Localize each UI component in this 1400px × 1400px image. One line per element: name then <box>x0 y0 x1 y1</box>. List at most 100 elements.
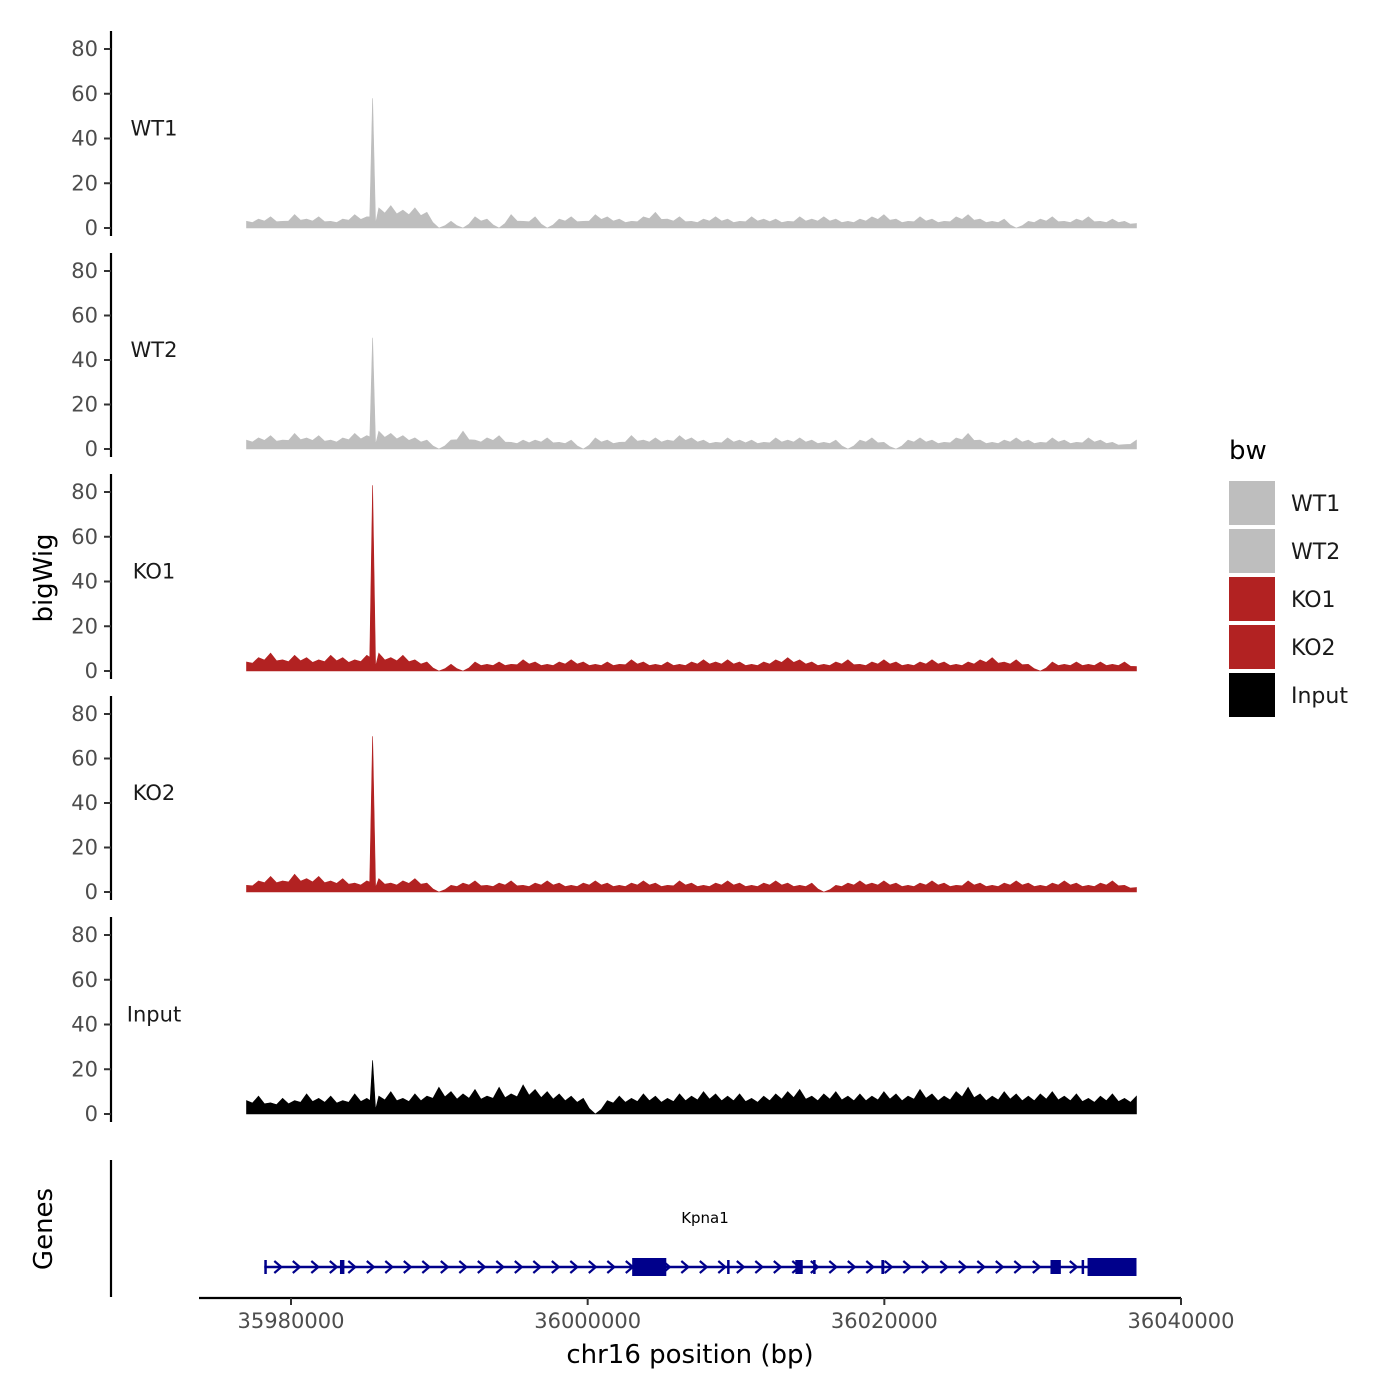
strand-arrow-icon <box>477 1260 487 1274</box>
strand-arrow-icon <box>495 1260 505 1274</box>
gene-exon <box>727 1260 730 1274</box>
legend-label-ko2: KO2 <box>1291 636 1336 661</box>
strand-arrow-icon <box>717 1260 727 1274</box>
strand-arrow-icon <box>588 1260 598 1274</box>
x-tick-label: 36000000 <box>534 1309 641 1333</box>
track-label-ko2: KO2 <box>133 781 176 805</box>
signal-area-ko2 <box>246 736 1137 893</box>
strand-arrow-icon <box>421 1260 431 1274</box>
y-tick-label: 20 <box>71 836 98 860</box>
track-label-ko1: KO1 <box>133 560 176 584</box>
tracks-layer: 0 20 40 60 80 WT1 0 20 40 60 80 WT2 0 20 40 60 80 KO1 0 20 4… <box>71 31 1137 1126</box>
gene-exon <box>339 1260 345 1274</box>
strand-arrow-icon <box>736 1260 746 1274</box>
gene-exon <box>1081 1260 1085 1274</box>
strand-arrow-icon <box>569 1260 579 1274</box>
y-tick-label: 60 <box>71 747 98 771</box>
legend-swatch-ko1 <box>1229 577 1275 621</box>
y-tick-label: 20 <box>71 1057 98 1081</box>
signal-area-wt2 <box>246 337 1137 450</box>
legend-label-wt2: WT2 <box>1291 540 1340 565</box>
strand-arrow-icon <box>347 1260 357 1274</box>
legend-swatch-wt1 <box>1229 481 1275 525</box>
strand-arrow-icon <box>1069 1260 1079 1274</box>
x-tick-label: 36040000 <box>1128 1309 1235 1333</box>
strand-arrow-icon <box>329 1260 339 1274</box>
gene-exon <box>881 1260 885 1274</box>
y-tick-label: 0 <box>85 216 98 240</box>
track-ko1: 0 20 40 60 80 KO1 <box>71 474 1137 683</box>
strand-arrow-icon <box>680 1260 690 1274</box>
genes-axis-title: Genes <box>29 1188 59 1270</box>
y-tick-label: 0 <box>85 880 98 904</box>
strand-arrow-icon <box>958 1260 968 1274</box>
gene-exon <box>795 1260 803 1274</box>
y-tick-label: 40 <box>71 791 98 815</box>
gene-exon <box>632 1258 667 1276</box>
strand-arrow-icon <box>532 1260 542 1274</box>
y-tick-label: 80 <box>71 480 98 504</box>
x-axis-title: chr16 position (bp) <box>566 1340 813 1370</box>
y-tick-label: 20 <box>71 393 98 417</box>
strand-arrow-icon <box>921 1260 931 1274</box>
strand-arrow-icon <box>1013 1260 1023 1274</box>
y-tick-label: 40 <box>71 570 98 594</box>
strand-arrow-icon <box>366 1260 376 1274</box>
strand-arrow-icon <box>902 1260 912 1274</box>
y-tick-label: 40 <box>71 348 98 372</box>
y-tick-label: 0 <box>85 1102 98 1126</box>
legend-label-wt1: WT1 <box>1291 492 1340 517</box>
y-tick-label: 20 <box>71 614 98 638</box>
signal-area-ko1 <box>246 485 1137 672</box>
gene-name-label: Kpna1 <box>681 1209 729 1227</box>
y-tick-label: 80 <box>71 37 98 61</box>
y-tick-label: 20 <box>71 171 98 195</box>
legend-swatch-ko2 <box>1229 625 1275 669</box>
strand-arrow-icon <box>754 1260 764 1274</box>
track-wt2: 0 20 40 60 80 WT2 <box>71 253 1137 461</box>
signal-area-wt1 <box>246 98 1137 229</box>
strand-arrow-icon <box>384 1260 394 1274</box>
strand-arrow-icon <box>939 1260 949 1274</box>
genes-panel: Kpna1 <box>109 1160 1137 1297</box>
signal-area-input <box>246 1060 1137 1115</box>
y-tick-label: 60 <box>71 82 98 106</box>
y-tick-label: 40 <box>71 1013 98 1037</box>
y-axis-title: bigWig <box>29 533 59 622</box>
strand-arrow-icon <box>458 1260 468 1274</box>
y-tick-label: 40 <box>71 127 98 151</box>
legend-swatch-wt2 <box>1229 529 1275 573</box>
gene-exon <box>264 1260 267 1274</box>
y-tick-label: 60 <box>71 968 98 992</box>
y-tick-label: 0 <box>85 437 98 461</box>
strand-arrow-icon <box>403 1260 413 1274</box>
strand-arrow-icon <box>976 1260 986 1274</box>
x-tick-label: 36020000 <box>831 1309 938 1333</box>
legend-title: bw <box>1229 436 1267 466</box>
y-tick-label: 60 <box>71 525 98 549</box>
gene-exon <box>1050 1260 1061 1274</box>
strand-arrow-icon <box>699 1260 709 1274</box>
strand-arrow-icon <box>310 1260 320 1274</box>
y-tick-label: 80 <box>71 702 98 726</box>
y-tick-label: 80 <box>71 923 98 947</box>
strand-arrow-icon <box>273 1260 283 1274</box>
strand-arrow-icon <box>292 1260 302 1274</box>
strand-arrow-icon <box>551 1260 561 1274</box>
strand-arrow-icon <box>1032 1260 1042 1274</box>
y-tick-label: 80 <box>71 259 98 283</box>
legend-label-ko1: KO1 <box>1291 588 1336 613</box>
track-label-wt1: WT1 <box>131 117 178 141</box>
strand-arrow-icon <box>606 1260 616 1274</box>
track-label-wt2: WT2 <box>131 338 178 362</box>
legend-swatch-input <box>1229 673 1275 717</box>
strand-arrow-icon <box>828 1260 838 1274</box>
x-axis: chr16 position (bp) 35980000 36000000 3602… <box>199 1296 1235 1370</box>
x-tick-label: 35980000 <box>238 1309 345 1333</box>
strand-arrow-icon <box>514 1260 524 1274</box>
strand-arrow-icon <box>884 1260 894 1274</box>
strand-arrow-icon <box>773 1260 783 1274</box>
legend: bw WT1 WT2 KO1 KO2 Input <box>1229 436 1348 717</box>
track-label-input: Input <box>127 1003 181 1027</box>
gene-exon <box>1087 1258 1137 1276</box>
